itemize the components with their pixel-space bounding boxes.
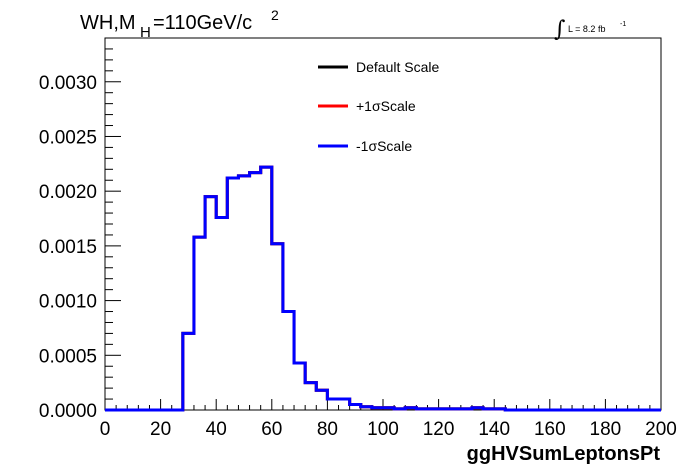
chart-title-main: WH,M <box>80 12 136 34</box>
x-tick-label: 200 <box>645 419 677 440</box>
y-tick-label: 0.0020 <box>39 182 97 203</box>
chart-title-superscript: 2 <box>271 7 279 23</box>
legend-label-minus-sigma: -1σScale <box>356 138 412 154</box>
chart-title-rest: =110GeV/c <box>153 12 252 34</box>
x-tick-label: 0 <box>100 419 111 440</box>
x-tick-label: 20 <box>150 419 171 440</box>
legend-label-default: Default Scale <box>356 59 439 75</box>
x-tick-label: 140 <box>478 419 510 440</box>
y-tick-label: 0.0025 <box>39 127 97 148</box>
y-tick-label: 0.0010 <box>39 292 97 313</box>
x-tick-label: 40 <box>206 419 227 440</box>
series-lines <box>105 165 661 412</box>
x-tick-label: 100 <box>367 419 399 440</box>
x-tick-label: 60 <box>261 419 282 440</box>
lumi-label: L = 8.2 fb <box>568 24 605 34</box>
x-tick-label: 80 <box>317 419 338 440</box>
axes: 0 20 40 60 80 100 120 140 160 180 200 0.0000 0.0005 0… <box>39 48 677 440</box>
x-tick-label: 120 <box>423 419 455 440</box>
chart-title-subscript: H <box>140 24 151 41</box>
y-tick-label: 0.0015 <box>39 237 97 258</box>
x-tick-label: 160 <box>534 419 566 440</box>
y-tick-label: 0.0005 <box>39 346 97 367</box>
y-tick-label: 0.0000 <box>39 401 97 422</box>
lumi-superscript: -1 <box>620 21 626 28</box>
y-tick-label: 0.0030 <box>39 73 97 94</box>
x-tick-label: 180 <box>590 419 622 440</box>
series-line-2 <box>105 165 661 412</box>
lumi-integral-sign: ∫ <box>554 17 566 42</box>
legend: Default Scale +1σScale -1σScale <box>318 59 439 154</box>
legend-label-plus-sigma: +1σScale <box>356 98 416 114</box>
x-axis-label: ggHVSumLeptonsPt <box>467 443 661 465</box>
